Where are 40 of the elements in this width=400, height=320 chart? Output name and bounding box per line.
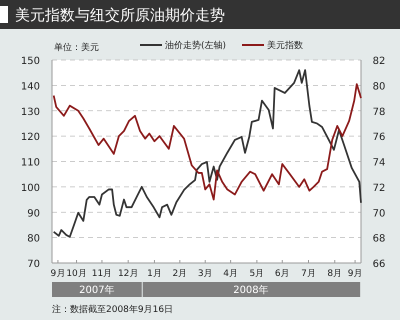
y-tick-label: 90 [27, 208, 40, 220]
y2-tick-label: 78 [372, 106, 386, 118]
y2-tick-label: 76 [372, 132, 386, 144]
y-tick-label: 140 [20, 81, 40, 92]
y2-tick-label: 66 [372, 259, 386, 270]
y-tick-label: 130 [20, 106, 40, 118]
x2-tick-label: 2008年 [233, 284, 269, 296]
y2-tick-label: 72 [372, 182, 386, 194]
x-tick-label: 9月 [348, 269, 362, 279]
y-tick-label: 100 [20, 182, 40, 194]
x-tick-label: 7月 [301, 269, 316, 279]
x-tick-label: 3月 [198, 269, 213, 279]
legend-label: 美元指数 [267, 40, 303, 51]
x2-tick-label: 2007年 [79, 284, 115, 296]
y2-tick-label: 74 [372, 158, 386, 168]
line-series [52, 69, 362, 238]
x-tick-label: 8月 [327, 269, 342, 279]
y-tick-label: 150 [20, 56, 40, 67]
y-axis-title: 单位：美元 [54, 42, 99, 53]
x-tick-label: 6月 [274, 269, 290, 279]
y-tick-label: 70 [27, 259, 40, 270]
x-tick-label: 10月 [66, 269, 87, 279]
x-tick-label: 4月 [223, 269, 238, 279]
x-tick-label: 1月 [147, 269, 162, 279]
chart-title: 美元指数与纽交所原油期价走势 [15, 6, 225, 24]
text: 注：数据截至2008年9月16日 [52, 304, 174, 315]
y2-tick-label: 70 [372, 208, 386, 220]
y2-tick-label: 82 [372, 56, 386, 67]
x-tick-label: 5月 [250, 269, 264, 279]
x-tick-label: 2月 [172, 269, 188, 279]
line-series [52, 83, 362, 200]
x-tick-label: 9月 [50, 269, 66, 279]
y-tick-label: 110 [20, 158, 40, 168]
legend-label: 油价走势(左轴) [165, 40, 226, 51]
x-tick-label: 11月 [92, 269, 112, 279]
x-tick-label: 12月 [118, 269, 138, 279]
y-tick-label: 120 [20, 132, 40, 144]
y2-tick-label: 68 [372, 234, 386, 245]
y-tick-label: 80 [27, 234, 40, 245]
y2-tick-label: 80 [372, 81, 386, 92]
